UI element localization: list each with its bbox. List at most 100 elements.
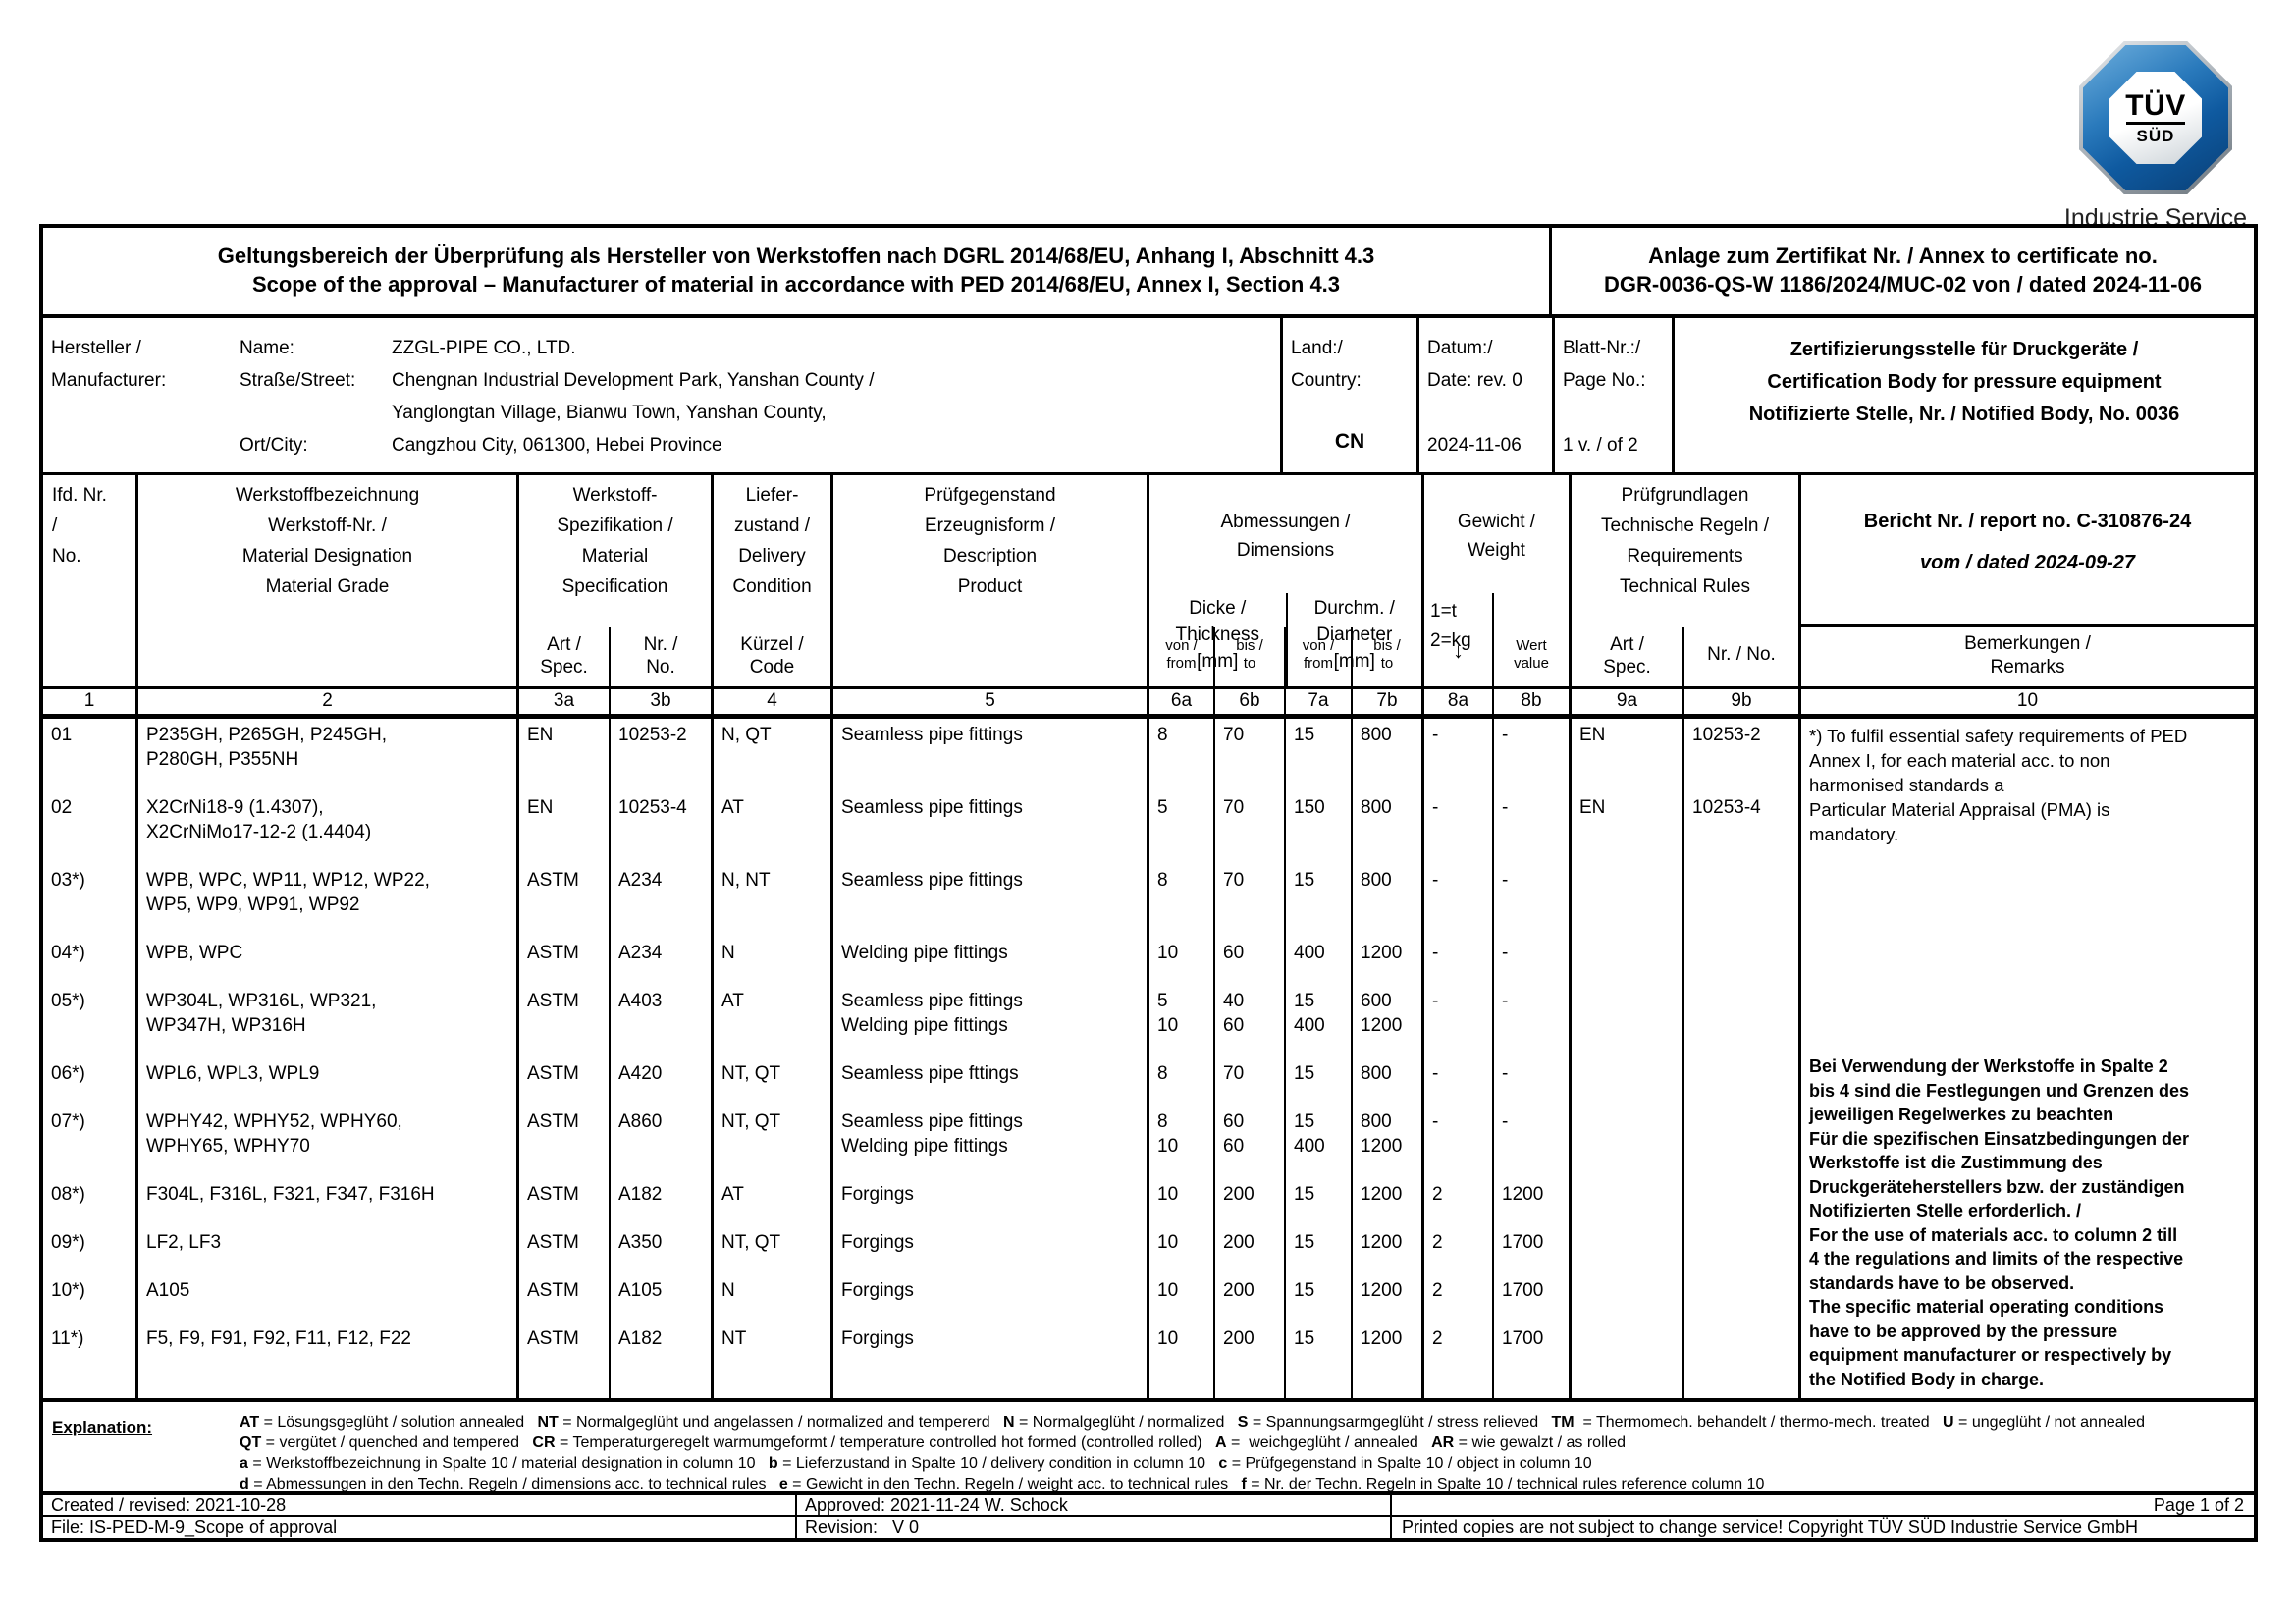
header-rules-art: Art / Spec. [1603, 634, 1651, 677]
header-col-remarks: Bericht Nr. / report no. C-310876-24 vom… [1798, 475, 2254, 714]
cell-spec-no: 10253-2 [609, 719, 711, 791]
remarks-column: *) To fulfil essential safety requiremen… [1798, 719, 2254, 1398]
header-thickness-label: Dicke / Thickness [mm] [1175, 598, 1260, 672]
header-weight-label: Gewicht / Weight [1457, 512, 1536, 561]
scope-title-en: Scope of the approval – Manufacturer of … [251, 272, 1341, 297]
colnum-2: 2 [322, 690, 333, 711]
data-grid: 01 P235GH, P265GH, P245GH, P280GH, P355N… [43, 719, 1798, 1398]
cell-thickness-from: 10 [1147, 937, 1213, 985]
cell-thickness-to: 200 [1213, 1226, 1284, 1274]
cell-thickness-from: 5 [1147, 791, 1213, 864]
scope-title-de: Geltungsbereich der Überprüfung als Hers… [217, 244, 1375, 268]
cell-delivery: AT [711, 985, 830, 1057]
cert-body-line-3: Notifizierte Stelle, Nr. / Notified Body… [1748, 404, 2180, 425]
cell-no: 11*) [51, 1328, 84, 1349]
cell-diameter-to: 800 [1351, 1057, 1421, 1106]
cell-thickness-to: 70 [1213, 864, 1284, 937]
manufacturer-name: ZZGL-PIPE CO., LTD. [392, 338, 576, 358]
manufacturer-band: Hersteller / Manufacturer: Name: Straße/… [43, 318, 2254, 475]
street-line-1: Chengnan Industrial Development Park, Ya… [392, 370, 875, 391]
sheet-label-en: Page No.: [1563, 370, 1646, 391]
cell-product: Seamless pipe fittings [830, 791, 1147, 864]
cell-delivery: AT [711, 1178, 830, 1226]
cell-spec-no: A350 [609, 1226, 711, 1274]
cell-rule-art [1569, 1178, 1682, 1226]
cell-thickness-to: 200 [1213, 1274, 1284, 1323]
cell-rule-art [1569, 1323, 1682, 1371]
cell-rule-art [1569, 1057, 1682, 1106]
cell-delivery: N, NT [711, 864, 830, 937]
remarks-conditions-note: Bei Verwendung der Werkstoffe in Spalte … [1809, 1056, 2190, 1389]
colnum-5: 5 [985, 690, 995, 711]
cell-weight-value: - [1492, 985, 1569, 1057]
cert-body-line-2: Certification Body for pressure equipmen… [1767, 371, 2162, 393]
cell-spec-no: A182 [609, 1178, 711, 1226]
header-spec-label: Werkstoff- Spezifikation / Material Spec… [557, 485, 673, 597]
header-thickness-from: von / from [1165, 637, 1198, 672]
cell-rule-art: EN [1569, 719, 1682, 791]
cell-thickness-to: 200 [1213, 1178, 1284, 1226]
header-col-product: Prüfgegenstand Erzeugnisform / Descripti… [830, 475, 1147, 714]
cell-weight-unit: 2 [1421, 1274, 1492, 1323]
cell-diameter-to: 800 [1351, 791, 1421, 864]
cell-material: WPHY42, WPHY52, WPHY60, WPHY65, WPHY70 [135, 1106, 516, 1178]
cell-material: F5, F9, F91, F92, F11, F12, F22 [135, 1323, 516, 1371]
cell-rule-art [1569, 864, 1682, 937]
logo-octagon: TÜV SÜD [2083, 45, 2228, 190]
cell-material: A105 [135, 1274, 516, 1323]
cell-diameter-from: 15 [1284, 1178, 1351, 1226]
cell-spec-art: ASTM [516, 985, 609, 1057]
colnum-1: 1 [83, 690, 95, 711]
country-cell: Land:/ Country: CN [1280, 318, 1416, 472]
street-line-2: Yanglongtan Village, Bianwu Town, Yansha… [392, 403, 827, 423]
cell-rule-no [1682, 1178, 1798, 1226]
cell-diameter-from: 15 [1284, 1323, 1351, 1371]
cell-material: P235GH, P265GH, P245GH, P280GH, P355NH [135, 719, 516, 791]
footer-row-2: File: IS-PED-M-9_Scope of approval Revis… [43, 1517, 2254, 1538]
cell-no: 06*) [51, 1063, 85, 1084]
explanation-lines: AT = Lösungsgeglüht / solution annealed … [240, 1412, 2250, 1494]
cell-rule-no [1682, 1274, 1798, 1323]
annex-title-box: Anlage zum Zertifikat Nr. / Annex to cer… [1552, 228, 2254, 314]
sheet-label-de: Blatt-Nr.:/ [1563, 338, 1641, 358]
cell-delivery: N [711, 937, 830, 985]
title-band: Geltungsbereich der Überprüfung als Hers… [43, 228, 2254, 318]
cell-weight-unit: - [1421, 864, 1492, 937]
date-label-de: Datum:/ [1427, 338, 1493, 358]
cell-spec-no: A182 [609, 1323, 711, 1371]
colnum-9b: 9b [1682, 689, 1798, 714]
table-body: 01 P235GH, P265GH, P245GH, P280GH, P355N… [43, 714, 2254, 1398]
cell-weight-value: 1700 [1492, 1226, 1569, 1274]
cell-rule-no: 10253-2 [1682, 719, 1798, 791]
cell-spec-art: ASTM [516, 1178, 609, 1226]
cell-weight-unit: - [1421, 985, 1492, 1057]
manufacturer-label-de: Hersteller / [51, 338, 141, 358]
cell-rule-no [1682, 985, 1798, 1057]
cell-product: Welding pipe fittings [830, 937, 1147, 985]
cell-spec-no: A105 [609, 1274, 711, 1323]
header-weight-units: 1=t 2=kg [1430, 601, 1471, 651]
remarks-pma-note: *) To fulfil essential safety requiremen… [1809, 726, 2188, 844]
cert-body-line-1: Zertifizierungsstelle für Druckgeräte / [1789, 339, 2139, 360]
footer-revision: Revision: V 0 [795, 1517, 1390, 1538]
report-number: Bericht Nr. / report no. C-310876-24 [1863, 511, 2192, 532]
footer-page: Page 1 of 2 [1390, 1495, 2254, 1515]
cell-no: 07*) [51, 1111, 85, 1132]
cell-diameter-from: 15 400 [1284, 985, 1351, 1057]
footer-row-1: Created / revised: 2021-10-28 Approved: … [43, 1495, 2254, 1517]
header-col-no: Ifd. Nr. / No. 1 [43, 475, 135, 714]
document-footer: Created / revised: 2021-10-28 Approved: … [43, 1491, 2254, 1538]
colnum-8a: 8a [1447, 690, 1469, 711]
cell-no: 09*) [51, 1232, 85, 1253]
cell-spec-no: 10253-4 [609, 791, 711, 864]
logo-octagon-ring: TÜV SÜD [2079, 41, 2232, 194]
cell-weight-unit: - [1421, 791, 1492, 864]
tuv-sud-logo: TÜV SÜD Industrie Service [2044, 41, 2268, 233]
header-spec-nr: Nr. / No. [609, 627, 711, 686]
cell-delivery: NT, QT [711, 1226, 830, 1274]
cell-diameter-from: 150 [1284, 791, 1351, 864]
cell-rule-no [1682, 1226, 1798, 1274]
cell-delivery: N, QT [711, 719, 830, 791]
street-label: Straße/Street: [240, 370, 356, 391]
header-col-rules: Prüfgrundlagen Technische Regeln / Requi… [1569, 475, 1798, 714]
